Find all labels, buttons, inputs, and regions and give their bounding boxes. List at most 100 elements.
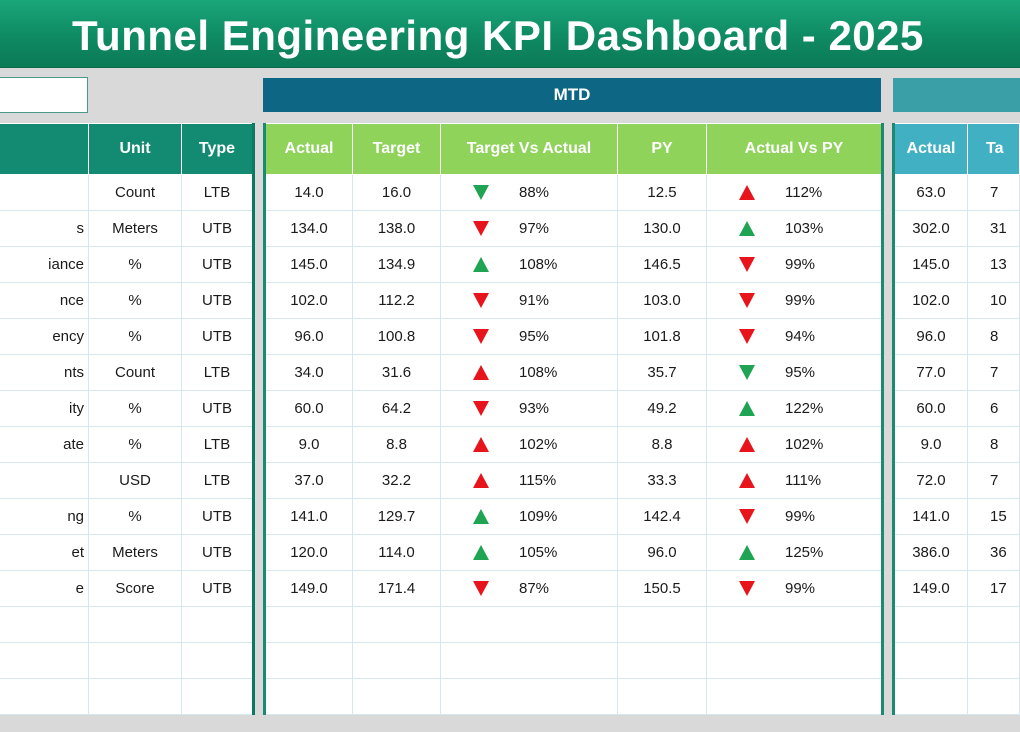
kpi-unit: USD: [88, 462, 182, 499]
table-row: 14.0 16.0 88% 12.5 112%: [264, 174, 883, 211]
table-row: nts Count LTB: [0, 354, 254, 391]
arrow-down-icon: [473, 401, 489, 416]
kpi-type: UTB: [181, 318, 254, 355]
empty-cell: [0, 642, 89, 679]
mtd-target-vs-actual-value: 88%: [519, 184, 550, 201]
empty-cell: [0, 678, 89, 715]
mtd-target: 134.9: [352, 246, 441, 283]
ytd-target: 10: [966, 282, 1020, 319]
empty-row: [0, 606, 254, 643]
table-row: 145.0 134.9 108% 146.5 99%: [264, 246, 883, 283]
ytd-actual: 145.0: [893, 246, 968, 283]
empty-row: [264, 678, 883, 715]
mtd-actual-vs-py-cell: 99%: [706, 498, 883, 535]
empty-cell: [440, 642, 618, 679]
mtd-actual-vs-py-cell: 102%: [706, 426, 883, 463]
empty-cell: [706, 678, 883, 715]
arrow-up-icon: [473, 257, 489, 272]
table-row: 77.0 7: [893, 354, 1020, 391]
mtd-target-vs-actual-cell: 108%: [440, 246, 618, 283]
mtd-target: 114.0: [352, 534, 441, 571]
mtd-py: 142.4: [617, 498, 707, 535]
month-selector[interactable]: [0, 77, 88, 113]
empty-cell: [264, 678, 353, 715]
table-row: e Score UTB: [0, 570, 254, 607]
ytd-target: 13: [966, 246, 1020, 283]
table-row: nce% UTB: [0, 282, 254, 319]
mtd-target-vs-actual-cell: 97%: [440, 210, 618, 247]
mtd-actual-vs-py-value: 99%: [785, 256, 816, 273]
table-row: 72.0 7: [893, 462, 1020, 499]
table-row: 141.0 15: [893, 498, 1020, 535]
mtd-actual: 120.0: [264, 534, 353, 571]
ytd-target: 7: [966, 174, 1020, 211]
col-mtd-actual: Actual: [264, 123, 353, 175]
mtd-target-vs-actual-value: 115%: [519, 472, 557, 489]
table-row: iance% UTB: [0, 246, 254, 283]
ytd-target: 36: [966, 534, 1020, 571]
arrow-up-icon: [473, 473, 489, 488]
kpi-type: LTB: [181, 462, 254, 499]
table-row: 386.0 36: [893, 534, 1020, 571]
table-row: 302.0 31: [893, 210, 1020, 247]
mtd-target-vs-actual-value: 108%: [519, 256, 558, 273]
mtd-actual-vs-py-value: 99%: [785, 508, 816, 525]
mtd-section-header: MTD: [263, 78, 881, 112]
mtd-actual-vs-py-cell: 99%: [706, 282, 883, 319]
kpi-name: nts: [0, 354, 89, 391]
mtd-py: 101.8: [617, 318, 707, 355]
kpi-name: iance: [0, 246, 89, 283]
table-row: 9.0 8: [893, 426, 1020, 463]
col-mtd-target-vs-actual: Target Vs Actual: [440, 123, 618, 175]
mtd-actual-vs-py-cell: 125%: [706, 534, 883, 571]
ytd-actual: 302.0: [893, 210, 968, 247]
arrow-down-icon: [739, 329, 755, 344]
mtd-target-vs-actual-value: 95%: [519, 328, 550, 345]
empty-cell: [966, 642, 1020, 679]
arrow-up-icon: [739, 545, 755, 560]
mtd-py: 150.5: [617, 570, 707, 607]
empty-cell: [88, 642, 182, 679]
ytd-actual: 96.0: [893, 318, 968, 355]
mtd-py: 103.0: [617, 282, 707, 319]
mtd-target-vs-actual-cell: 95%: [440, 318, 618, 355]
empty-cell: [88, 678, 182, 715]
empty-cell: [181, 606, 254, 643]
kpi-type: UTB: [181, 246, 254, 283]
mtd-target-vs-actual-value: 93%: [519, 400, 550, 417]
kpi-unit: %: [88, 390, 182, 427]
ytd-actual: 102.0: [893, 282, 968, 319]
table-row: ate% LTB: [0, 426, 254, 463]
arrow-up-icon: [473, 365, 489, 380]
kpi-type: UTB: [181, 210, 254, 247]
ytd-target: 8: [966, 318, 1020, 355]
kpi-name: [0, 462, 89, 499]
mtd-target: 64.2: [352, 390, 441, 427]
kpi-unit: %: [88, 498, 182, 535]
empty-cell: [181, 678, 254, 715]
col-mtd-actual-vs-py: Actual Vs PY: [706, 123, 883, 175]
col-mtd-target: Target: [352, 123, 441, 175]
mtd-target-vs-actual-value: 105%: [519, 544, 558, 561]
empty-row: [264, 642, 883, 679]
mtd-actual-vs-py-cell: 122%: [706, 390, 883, 427]
mtd-actual: 14.0: [264, 174, 353, 211]
mtd-target: 16.0: [352, 174, 441, 211]
mtd-target-vs-actual-cell: 115%: [440, 462, 618, 499]
arrow-down-icon: [739, 581, 755, 596]
mtd-table: Actual Target Target Vs Actual PY Actual…: [263, 123, 884, 715]
mtd-actual-vs-py-cell: 103%: [706, 210, 883, 247]
mtd-target: 31.6: [352, 354, 441, 391]
kpi-type: LTB: [181, 174, 254, 211]
ytd-target: 7: [966, 462, 1020, 499]
kpi-unit: %: [88, 318, 182, 355]
kpi-unit: %: [88, 282, 182, 319]
kpi-name: nce: [0, 282, 89, 319]
empty-cell: [264, 642, 353, 679]
ytd-actual: 63.0: [893, 174, 968, 211]
empty-cell: [617, 642, 707, 679]
ytd-target: 6: [966, 390, 1020, 427]
mtd-target: 32.2: [352, 462, 441, 499]
kpi-type: UTB: [181, 534, 254, 571]
ytd-actual: 386.0: [893, 534, 968, 571]
